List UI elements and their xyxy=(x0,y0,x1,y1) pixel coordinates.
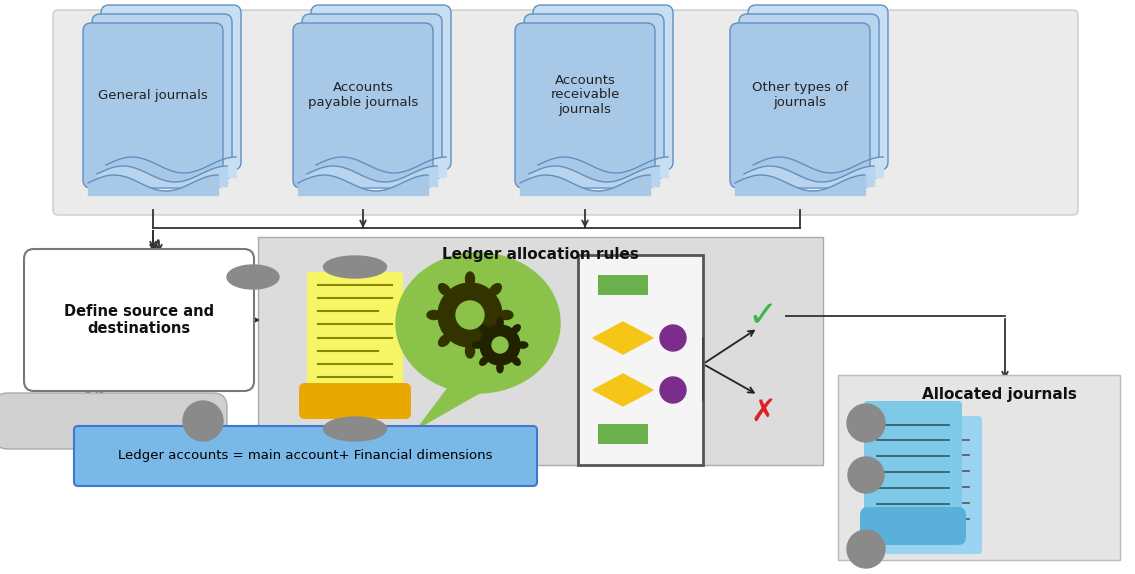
Polygon shape xyxy=(592,374,653,406)
Ellipse shape xyxy=(512,357,520,365)
FancyBboxPatch shape xyxy=(293,23,432,188)
FancyBboxPatch shape xyxy=(258,237,823,465)
FancyBboxPatch shape xyxy=(515,23,655,188)
Ellipse shape xyxy=(465,344,474,358)
Text: ✗: ✗ xyxy=(750,398,775,426)
FancyBboxPatch shape xyxy=(578,255,703,465)
Ellipse shape xyxy=(427,311,442,320)
FancyBboxPatch shape xyxy=(598,424,648,444)
FancyBboxPatch shape xyxy=(311,5,451,170)
FancyBboxPatch shape xyxy=(83,23,222,188)
Ellipse shape xyxy=(489,335,502,346)
FancyBboxPatch shape xyxy=(860,507,966,545)
FancyBboxPatch shape xyxy=(864,401,962,539)
Ellipse shape xyxy=(472,342,482,348)
Ellipse shape xyxy=(323,417,387,441)
FancyBboxPatch shape xyxy=(533,5,673,170)
FancyBboxPatch shape xyxy=(74,426,537,486)
Circle shape xyxy=(659,325,686,351)
FancyBboxPatch shape xyxy=(101,5,241,170)
FancyBboxPatch shape xyxy=(24,249,254,391)
Circle shape xyxy=(491,337,508,353)
FancyBboxPatch shape xyxy=(598,275,648,295)
FancyBboxPatch shape xyxy=(306,272,403,418)
Text: ✓: ✓ xyxy=(748,299,779,333)
Text: General journals: General journals xyxy=(98,88,208,102)
FancyBboxPatch shape xyxy=(0,393,227,449)
Circle shape xyxy=(848,457,884,493)
Circle shape xyxy=(456,301,484,329)
FancyBboxPatch shape xyxy=(884,416,982,554)
Circle shape xyxy=(183,401,222,441)
Text: Accounts
receivable
journals: Accounts receivable journals xyxy=(550,73,620,117)
Circle shape xyxy=(438,283,502,347)
FancyBboxPatch shape xyxy=(730,23,871,188)
Text: Ledger accounts = main account+ Financial dimensions: Ledger accounts = main account+ Financia… xyxy=(118,449,493,463)
Ellipse shape xyxy=(480,357,488,365)
FancyBboxPatch shape xyxy=(739,14,878,179)
Ellipse shape xyxy=(497,363,503,373)
Ellipse shape xyxy=(497,317,503,327)
FancyBboxPatch shape xyxy=(748,5,888,170)
Text: Other types of
journals: Other types of journals xyxy=(751,81,848,109)
Ellipse shape xyxy=(323,256,387,278)
Ellipse shape xyxy=(480,325,488,333)
Polygon shape xyxy=(592,322,653,354)
FancyBboxPatch shape xyxy=(838,375,1120,560)
FancyBboxPatch shape xyxy=(92,14,232,179)
Ellipse shape xyxy=(438,335,451,346)
Text: Define source and
destinations: Define source and destinations xyxy=(64,304,215,336)
Text: Allocated journals: Allocated journals xyxy=(922,387,1076,402)
Ellipse shape xyxy=(518,342,528,348)
Text: Ledger allocation rules: Ledger allocation rules xyxy=(442,247,638,262)
Circle shape xyxy=(847,530,885,568)
Circle shape xyxy=(659,377,686,403)
Ellipse shape xyxy=(465,272,474,286)
Ellipse shape xyxy=(438,284,451,296)
Ellipse shape xyxy=(499,311,513,320)
FancyBboxPatch shape xyxy=(53,10,1078,215)
Text: Accounts
payable journals: Accounts payable journals xyxy=(308,81,418,109)
FancyBboxPatch shape xyxy=(524,14,664,179)
Ellipse shape xyxy=(396,253,560,393)
FancyBboxPatch shape xyxy=(299,383,411,419)
FancyBboxPatch shape xyxy=(302,14,442,179)
Ellipse shape xyxy=(227,265,279,289)
Circle shape xyxy=(847,404,885,442)
Ellipse shape xyxy=(512,325,520,333)
Circle shape xyxy=(480,325,520,365)
Ellipse shape xyxy=(489,284,502,296)
Polygon shape xyxy=(418,388,488,428)
